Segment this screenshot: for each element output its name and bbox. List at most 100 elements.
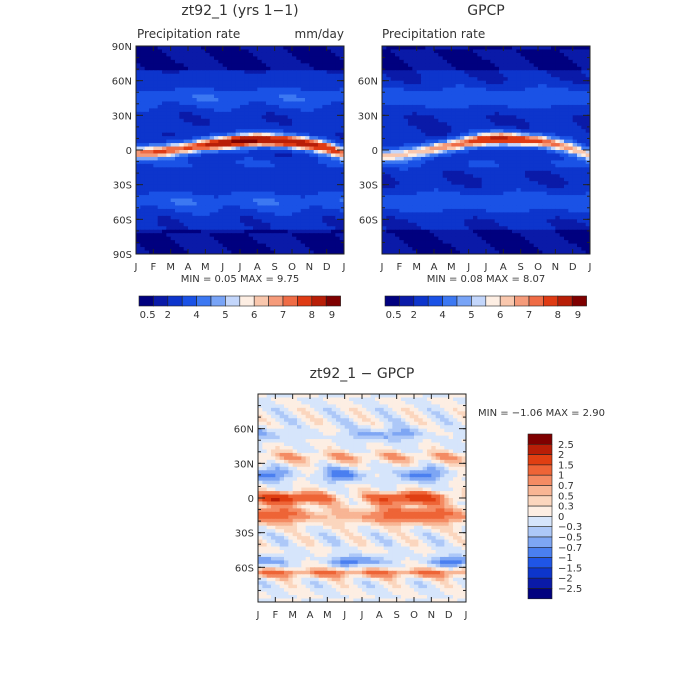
heatmap-cell (486, 70, 491, 75)
heatmap-cell (455, 80, 461, 85)
heatmap-cell (287, 198, 293, 203)
heatmap-cell (196, 136, 202, 141)
heatmap-cell (473, 63, 478, 68)
heatmap-cell (296, 202, 302, 207)
heatmap-cell (395, 98, 400, 103)
heatmap-cell (153, 181, 159, 186)
heatmap-cell (209, 215, 215, 220)
heatmap-cell (270, 94, 276, 99)
heatmap-cell (144, 132, 150, 137)
heatmap-cell (266, 139, 271, 144)
heatmap-cell (481, 146, 487, 151)
heatmap-cell (179, 233, 185, 238)
heatmap-cell (559, 181, 565, 186)
heatmap-cell (577, 52, 582, 57)
heatmap-cell (153, 198, 159, 203)
heatmap-cell (520, 101, 526, 106)
heatmap-cell (447, 156, 452, 161)
heatmap-cell (403, 156, 409, 161)
heatmap-cell (559, 139, 565, 144)
heatmap-cell (261, 87, 267, 92)
heatmap-cell (309, 240, 315, 245)
heatmap-cell (326, 132, 332, 137)
heatmap-cell (253, 111, 258, 116)
heatmap-cell (313, 94, 319, 99)
heatmap-cell (438, 66, 444, 71)
heatmap-cell (240, 198, 245, 203)
heatmap-cell (279, 163, 284, 168)
heatmap-cell (309, 91, 315, 96)
heatmap-cell (300, 181, 306, 186)
heatmap-cell (572, 132, 578, 137)
heatmap-cell (179, 250, 185, 254)
heatmap-cell (551, 181, 556, 186)
heatmap-cell (175, 94, 180, 99)
heatmap-cell (192, 153, 198, 158)
heatmap-cell (464, 70, 470, 75)
heatmap-cell (503, 115, 509, 120)
heatmap-cell (136, 219, 141, 224)
heatmap-cell (283, 243, 289, 248)
heatmap-cell (227, 219, 232, 224)
heatmap-cell (564, 49, 569, 54)
heatmap-cell (468, 80, 474, 85)
heatmap-cell (503, 49, 509, 54)
heatmap-cell (153, 73, 159, 78)
heatmap-cell (326, 84, 332, 89)
heatmap-cell (546, 77, 552, 82)
heatmap-cell (322, 80, 328, 85)
heatmap-cell (235, 198, 241, 203)
heatmap-cell (235, 150, 241, 155)
heatmap-cell (451, 49, 457, 54)
heatmap-cell (581, 146, 587, 151)
heatmap-cell (149, 177, 154, 182)
heatmap-cell (309, 202, 315, 207)
heatmap-cell (386, 59, 392, 64)
heatmap-cell (222, 219, 228, 224)
colorbar-swatch (325, 295, 341, 307)
heatmap-cell (585, 118, 590, 123)
heatmap-cell (261, 66, 267, 71)
heatmap-cell (305, 208, 310, 213)
heatmap-cell (564, 150, 569, 155)
heatmap-cell (339, 208, 344, 213)
heatmap-cell (222, 177, 228, 182)
heatmap-cell (188, 184, 193, 189)
heatmap-cell (136, 91, 141, 96)
heatmap-cell (153, 160, 159, 165)
heatmap-cell (326, 205, 332, 210)
heatmap-cell (274, 101, 280, 106)
heatmap-cell (170, 167, 176, 172)
heatmap-cell (331, 167, 336, 172)
heatmap-cell (503, 46, 509, 51)
heatmap-cell (201, 177, 206, 182)
heatmap-cell (451, 73, 457, 78)
heatmap-cell (572, 84, 578, 89)
heatmap-cell (455, 73, 461, 78)
heatmap-cell (438, 108, 444, 113)
heatmap-cell (585, 125, 590, 130)
heatmap-cell (499, 143, 504, 148)
heatmap-cell (144, 247, 150, 252)
heatmap-cell (481, 136, 487, 141)
heatmap-cell (577, 184, 582, 189)
heatmap-cell (585, 56, 590, 61)
heatmap-cell (257, 191, 263, 196)
heatmap-cell (468, 167, 474, 172)
heatmap-cell (451, 98, 457, 103)
heatmap-cell (442, 73, 448, 78)
heatmap-cell (546, 63, 552, 68)
heatmap-cell (335, 160, 341, 165)
heatmap-cell (292, 46, 297, 51)
heatmap-cell (227, 170, 232, 175)
heatmap-cell (166, 202, 172, 207)
heatmap-cell (157, 111, 163, 116)
heatmap-cell (149, 219, 154, 224)
heatmap-cell (572, 49, 578, 54)
heatmap-cell (231, 198, 237, 203)
heatmap-cell (253, 49, 258, 54)
heatmap-cell (157, 91, 163, 96)
heatmap-cell (162, 177, 167, 182)
heatmap-cell (227, 49, 232, 54)
heatmap-cell (335, 66, 341, 71)
